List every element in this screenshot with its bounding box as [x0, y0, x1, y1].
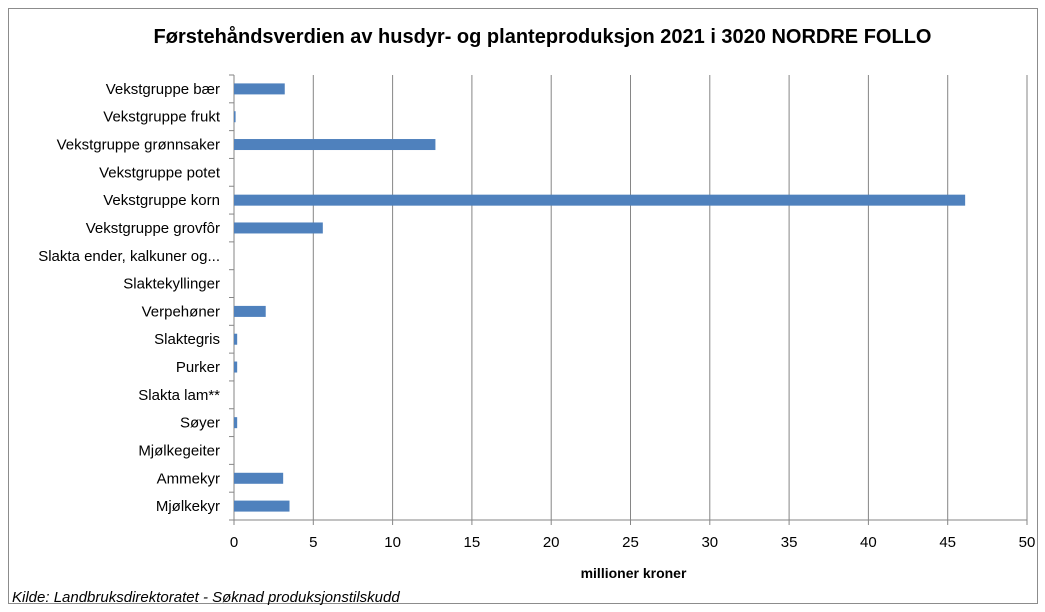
category-label: Vekstgruppe grønnsaker	[57, 137, 220, 154]
category-label: Mjølkegeiter	[138, 442, 220, 459]
bar	[234, 333, 238, 345]
category-label: Slakta ender, kalkuner og...	[38, 248, 220, 265]
bar	[234, 111, 236, 123]
bar	[234, 417, 238, 429]
x-tick-label: 30	[701, 534, 718, 551]
bar	[234, 222, 323, 234]
x-tick-label: 20	[543, 534, 560, 551]
category-label: Vekstgruppe frukt	[103, 109, 221, 126]
bar	[234, 83, 285, 95]
bar	[234, 139, 436, 151]
bar	[234, 500, 290, 512]
bar	[234, 194, 966, 206]
x-tick-label: 35	[781, 534, 798, 551]
category-label: Mjølkekyr	[156, 498, 220, 515]
bar	[234, 472, 284, 484]
x-tick-label: 45	[939, 534, 956, 551]
category-label: Vekstgruppe korn	[103, 192, 220, 209]
x-tick-label: 0	[230, 534, 238, 551]
category-label: Vekstgruppe potet	[99, 164, 221, 181]
category-label: Slakta lam**	[138, 387, 220, 404]
category-label: Verpehøner	[142, 303, 220, 320]
x-tick-label: 5	[309, 534, 317, 551]
bar	[234, 361, 238, 373]
x-tick-label: 25	[622, 534, 639, 551]
bar	[234, 305, 266, 317]
category-label: Purker	[176, 359, 220, 376]
x-tick-label: 40	[860, 534, 877, 551]
category-label: Slaktekyllinger	[123, 276, 220, 293]
category-label: Vekstgruppe bær	[106, 81, 220, 98]
x-tick-label: 10	[384, 534, 401, 551]
category-label: Vekstgruppe grovfôr	[86, 220, 220, 237]
category-label: Ammekyr	[157, 470, 220, 487]
x-tick-label: 15	[464, 534, 481, 551]
chart-title: Førstehåndsverdien av husdyr- og plantep…	[153, 26, 932, 48]
x-tick-label: 50	[1019, 534, 1036, 551]
category-label: Slaktegris	[154, 331, 220, 348]
category-label: Søyer	[180, 415, 220, 432]
x-axis-title: millioner kroner	[581, 565, 687, 581]
source-note: Kilde: Landbruksdirektoratet - Søknad pr…	[12, 589, 400, 606]
chart-frame	[8, 8, 1038, 604]
